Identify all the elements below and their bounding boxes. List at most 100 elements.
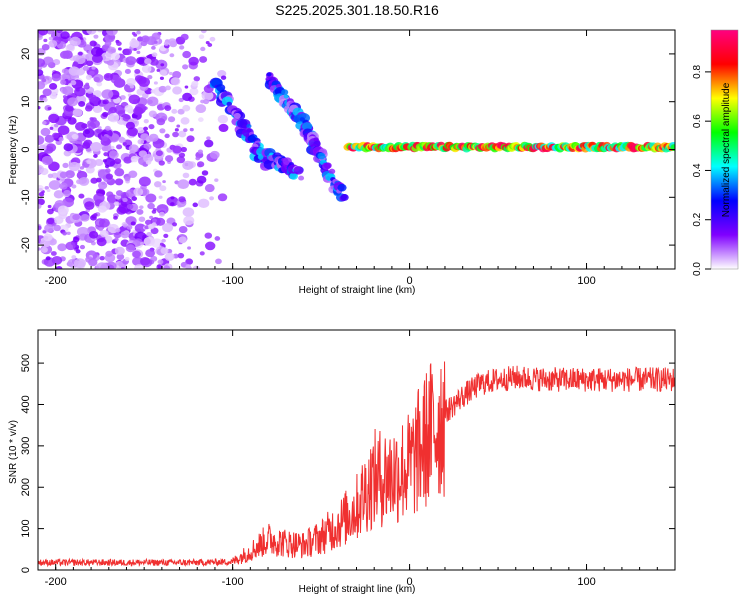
noise-blob [201,170,209,176]
noise-blob [201,90,214,101]
noise-blob [141,64,152,73]
noise-blob [172,145,182,154]
noise-blob [103,152,109,157]
noise-blob [215,258,222,265]
spec-xtick-label: -100 [222,275,244,287]
noise-blob [206,136,211,140]
snr-marks [38,361,675,568]
noise-blob [93,193,105,203]
noise-blob [172,222,178,227]
noise-blob [149,215,154,220]
noise-blob [57,243,67,252]
noise-blob [89,70,95,76]
noise-blob [38,198,45,206]
noise-blob [124,256,130,261]
noise-blob [114,168,125,177]
noise-blob [46,188,51,193]
noise-blob [101,89,114,100]
noise-blob [164,105,172,111]
noise-blob [209,196,215,201]
noise-blob [48,40,58,48]
noise-blob [163,233,169,239]
noise-blob [168,38,177,45]
noise-blob [120,231,130,239]
noise-blob [143,153,154,163]
noise-blob [62,95,67,99]
noise-blob [143,126,149,131]
colorbar-tick-label: 0.6 [692,114,703,128]
noise-blob [96,81,103,87]
noise-blob [159,76,164,80]
noise-blob [113,231,122,239]
noise-blob [146,231,152,237]
streak-mark [302,122,313,131]
noise-blob [89,119,100,129]
noise-blob [61,68,69,75]
noise-blob [144,58,152,65]
noise-blob [106,30,118,36]
noise-blob [178,225,188,234]
noise-blob [199,56,208,63]
noise-blob [158,195,163,199]
noise-blob [133,47,137,51]
noise-blob [138,176,151,187]
noise-blob [101,146,109,152]
noise-blob [217,193,228,202]
noise-blob [142,93,149,99]
noise-blob [90,141,103,152]
noise-blob [180,117,190,125]
noise-blob [51,73,61,82]
noise-blob [146,96,159,107]
noise-blob [170,196,175,200]
noise-blob [178,236,187,244]
noise-blob [57,125,70,136]
noise-blob [62,197,74,208]
colorbar-tick-label: 0.8 [692,64,703,78]
noise-blob [38,69,44,76]
noise-blob [137,138,145,145]
noise-blob [125,121,135,130]
noise-blob [159,128,166,134]
noise-blob [136,126,145,134]
noise-blob [97,30,103,33]
noise-blob [82,128,95,138]
noise-blob [126,77,136,86]
noise-blob [126,203,134,210]
noise-blob [83,139,93,148]
noise-blob [108,34,116,40]
noise-blob [133,106,144,116]
noise-blob [72,61,79,67]
noise-blob [114,178,124,186]
noise-blob [43,38,48,43]
noise-blob [79,166,85,170]
noise-blob [71,255,77,260]
noise-blob [97,126,102,130]
noise-blob [158,211,165,217]
noise-blob [178,130,187,138]
noise-blob [147,74,153,80]
noise-blob [38,135,45,146]
noise-blob [106,59,115,66]
noise-blob [140,241,145,246]
noise-blob [189,87,199,96]
noise-blob [62,162,69,169]
noise-blob [166,196,179,207]
noise-blob [47,106,52,111]
noise-blob [43,233,53,242]
noise-blob [88,230,99,239]
noise-blob [182,207,195,217]
snr-panel: -200 -100 0 100 0 100 200 300 400 500 Height of s… [8,329,676,595]
noise-blob [78,193,85,199]
noise-blob [129,84,135,89]
spec-xtick-label: -200 [45,275,67,287]
noise-blob [77,51,83,56]
noise-blob [99,230,109,238]
noise-blob [147,223,155,230]
noise-blob [118,47,122,51]
noise-blob [49,126,54,130]
snr-xtick-label: -200 [45,576,67,588]
snr-ytick-label: 100 [20,519,32,537]
spectrogram-ylabel: Frequency (Hz) [8,116,19,185]
noise-blob [93,196,98,200]
noise-blob [65,241,76,251]
